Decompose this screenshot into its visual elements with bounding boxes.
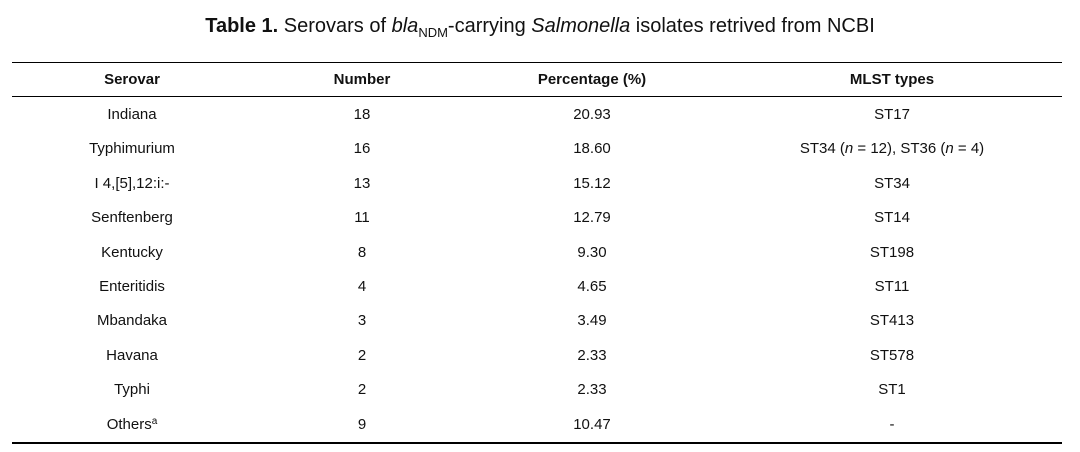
footnote-marker: a (151, 415, 158, 427)
table-row: Enteritidis 4 4.65 ST11 (12, 270, 1062, 305)
cell-serovar: Othersa (32, 408, 232, 443)
table-header-row: Serovar Number Percentage (%) MLST types (12, 63, 1062, 96)
table-row: I 4,[5],12:i:- 13 15.12 ST34 (12, 167, 1062, 202)
cell-number: 16 (353, 140, 371, 158)
cell-percentage: 15.12 (573, 174, 611, 192)
cell-serovar: Enteritidis (32, 270, 232, 305)
cell-number: 3 (357, 312, 367, 330)
table-row: Havana 2 2.33 ST578 (12, 339, 1062, 374)
caption-gene: bla (391, 15, 419, 37)
caption-pre: Serovars of (283, 15, 387, 37)
cell-number: 18 (353, 106, 371, 123)
table-row: Othersa 9 10.47 - (12, 408, 1062, 443)
cell-serovar: Senftenberg (32, 201, 232, 236)
cell-percentage: 12.79 (573, 209, 611, 227)
cell-percentage: 2.33 (577, 381, 607, 399)
cell-mlst: ST14 (874, 209, 910, 227)
cell-number: 11 (354, 209, 370, 227)
cell-number: 8 (357, 243, 367, 261)
table-row: Kentucky 8 9.30 ST198 (12, 236, 1062, 271)
cell-mlst: ST17 (874, 106, 910, 123)
cell-mlst: - (889, 415, 895, 433)
header-mlst: MLST types (849, 71, 935, 88)
caption-label: Table 1. (205, 15, 279, 37)
table-caption: Table 1. Serovars of blaNDM-carrying Sal… (0, 12, 1080, 47)
serovar-text: Indiana (107, 106, 157, 123)
cell-number: 2 (357, 346, 367, 364)
caption-mid: -carrying (447, 15, 526, 37)
serovar-text: Mbandaka (96, 312, 168, 330)
cell-number: 13 (353, 174, 371, 192)
cell-percentage: 20.93 (573, 106, 611, 123)
serovar-text: Typhi (114, 381, 150, 399)
cell-percentage: 10.47 (573, 415, 611, 433)
cell-percentage: 9.30 (577, 243, 607, 261)
table-header-rule (12, 96, 1062, 97)
header-serovar: Serovar (104, 71, 160, 88)
cell-serovar: Typhimurium (32, 132, 232, 167)
cell-mlst: ST34 (n = 12), ST36 (n = 4) (799, 140, 985, 158)
serovar-text: Kentucky (101, 243, 163, 261)
caption-genus: Salmonella (531, 15, 631, 37)
cell-percentage: 3.49 (577, 312, 607, 330)
serovar-text: Senftenberg (91, 209, 173, 227)
cell-serovar: Mbandaka (32, 304, 232, 339)
serovar-text: Enteritidis (99, 278, 165, 295)
table-row: Senftenberg 11 12.79 ST14 (12, 201, 1062, 236)
serovar-text: Others (106, 415, 152, 433)
cell-serovar: Havana (32, 339, 232, 374)
cell-percentage: 2.33 (577, 346, 607, 364)
cell-number: 9 (357, 415, 367, 433)
table-row: Typhi 2 2.33 ST1 (12, 373, 1062, 408)
variable-n: n (844, 140, 854, 158)
cell-mlst: ST34 (874, 174, 910, 192)
cell-percentage: 18.60 (573, 140, 611, 158)
table-row: Mbandaka 3 3.49 ST413 (12, 304, 1062, 339)
cell-mlst: ST578 (869, 346, 915, 364)
table-row: Indiana 18 20.93 ST17 (12, 98, 1062, 133)
cell-percentage: 4.65 (577, 278, 607, 295)
cell-mlst: ST198 (869, 243, 915, 261)
serovar-text: Havana (106, 346, 158, 364)
cell-mlst: ST1 (878, 381, 906, 399)
cell-mlst: ST413 (869, 312, 915, 330)
caption-post: isolates retrived from NCBI (635, 15, 875, 37)
serovar-text: I 4,[5],12:i:- (94, 174, 170, 192)
variable-n: n (945, 140, 954, 158)
header-number: Number (333, 71, 391, 88)
cell-number: 4 (357, 278, 367, 295)
cell-serovar: Typhi (32, 373, 232, 408)
cell-mlst: ST11 (874, 278, 910, 295)
cell-serovar: I 4,[5],12:i:- (32, 167, 232, 202)
header-percentage: Percentage (%) (537, 71, 647, 88)
cell-serovar: Indiana (32, 98, 232, 133)
table-bottom-rule (12, 442, 1062, 444)
table-top-rule (12, 62, 1062, 63)
serovar-text: Typhimurium (89, 140, 175, 158)
cell-serovar: Kentucky (32, 236, 232, 271)
cell-number: 2 (357, 381, 367, 399)
table-row: Typhimurium 16 18.60 ST34 (n = 12), ST36 (n… (12, 132, 1062, 167)
caption-gene-sub: NDM (418, 25, 448, 40)
